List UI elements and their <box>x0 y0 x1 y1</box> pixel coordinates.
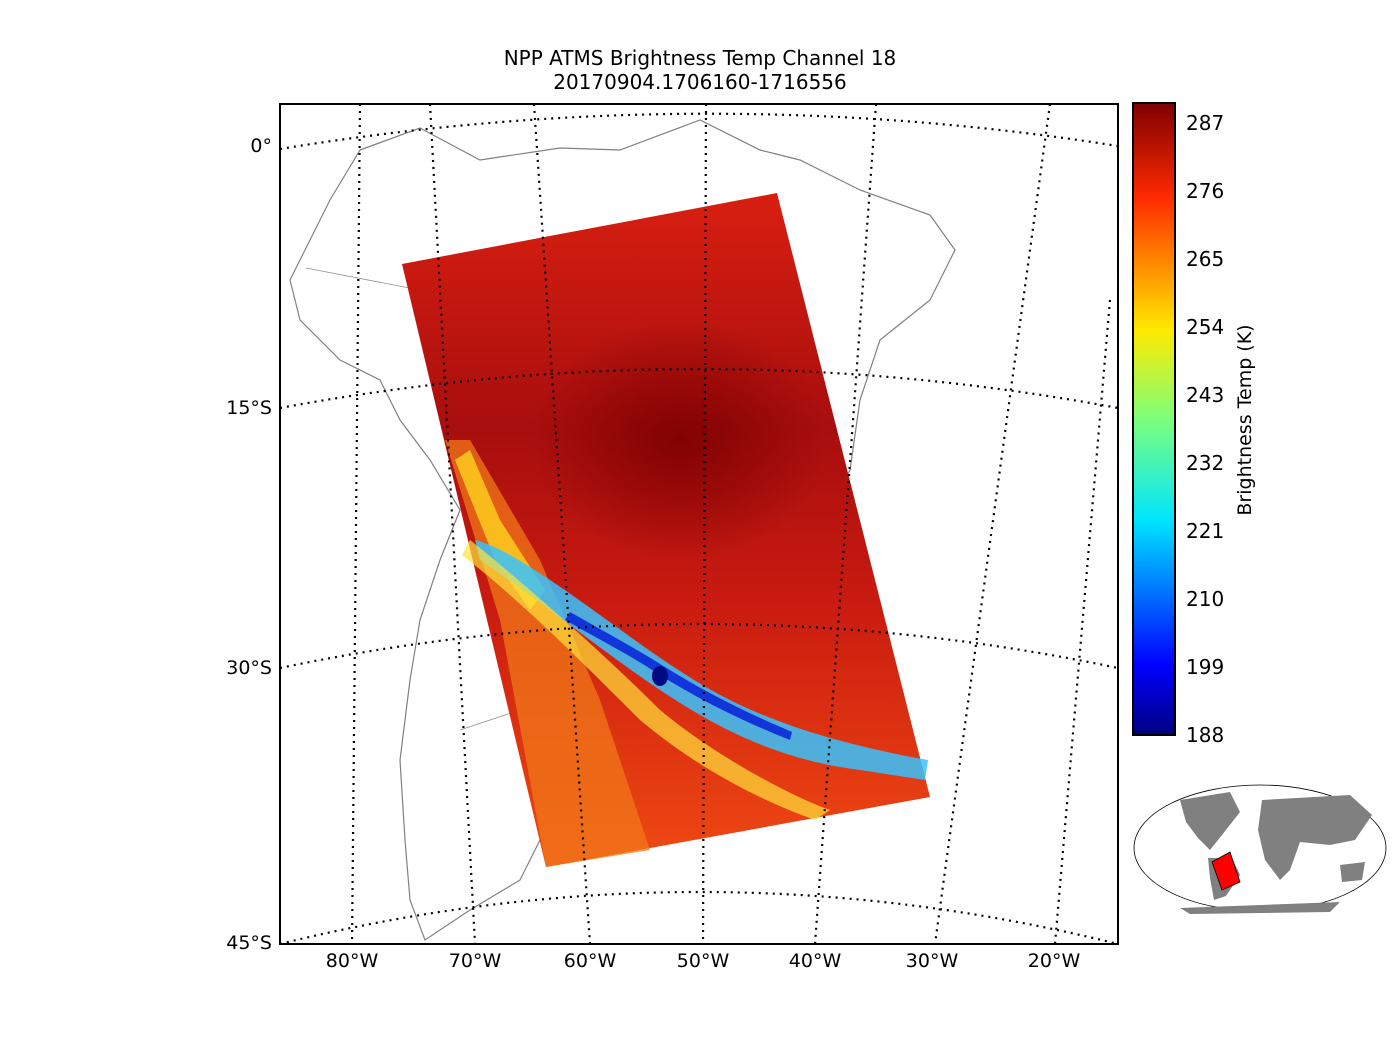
colorbar-tick: 276 <box>1186 179 1225 203</box>
inset-swath-highlight <box>1211 851 1241 891</box>
lat-label-30s: 30°S <box>226 657 272 679</box>
cold-front-core <box>565 612 792 740</box>
lon-label-30w: 30°W <box>905 950 959 972</box>
inset-antarctica <box>1180 902 1340 914</box>
graticule <box>280 104 1118 944</box>
colorbar-tick: 254 <box>1186 315 1225 339</box>
meridian-70w <box>428 104 477 944</box>
parallel-45s <box>280 890 1118 944</box>
cold-front-band <box>475 540 928 780</box>
meridian-30w <box>933 104 1052 944</box>
meridian-50w <box>701 104 708 944</box>
lon-label-50w: 50°W <box>676 950 730 972</box>
lon-label-60w: 60°W <box>563 950 617 972</box>
map-frame <box>279 103 1119 945</box>
colorbar-tick: 232 <box>1186 451 1225 475</box>
lat-label-0: 0° <box>250 135 272 157</box>
meridian-80w <box>350 104 362 944</box>
colorbar-label: Brightness Temp (K) <box>1234 324 1256 516</box>
lat-label-45s: 45°S <box>226 932 272 954</box>
colorbar-tick: 188 <box>1186 723 1225 747</box>
meridian-40w <box>813 104 878 944</box>
meridian-20w <box>1053 299 1112 944</box>
parallel-15s <box>280 367 1118 410</box>
colorbar-gradient <box>1132 102 1176 736</box>
title-line-1: NPP ATMS Brightness Temp Channel 18 <box>503 46 897 70</box>
lon-label-40w: 40°W <box>788 950 842 972</box>
colorbar-tick: 199 <box>1186 655 1225 679</box>
coldest-spot <box>652 666 668 686</box>
inset-africa-eurasia <box>1258 795 1372 880</box>
lon-label-70w: 70°W <box>448 950 502 972</box>
swath-hot-core <box>530 320 830 560</box>
inset-australia <box>1340 862 1365 882</box>
title-line-2: 20170904.1706160-1716556 <box>553 70 847 94</box>
parallel-30s <box>280 622 1118 670</box>
lat-label-15s: 15°S <box>226 397 272 419</box>
colorbar-tick: 243 <box>1186 383 1225 407</box>
colorbar-tick: 265 <box>1186 247 1225 271</box>
map-title: NPP ATMS Brightness Temp Channel 18 2017… <box>280 46 1120 94</box>
colorbar-tick: 221 <box>1186 519 1225 543</box>
colorbar-tick: 287 <box>1186 111 1225 135</box>
lon-label-80w: 80°W <box>325 950 379 972</box>
meridian-60w <box>532 104 592 944</box>
cold-front-yellow-fringe <box>462 540 830 820</box>
lon-label-20w: 20°W <box>1027 950 1081 972</box>
map-content <box>280 104 1118 944</box>
inset-world-map <box>1133 784 1387 914</box>
colorbar-tick: 210 <box>1186 587 1225 611</box>
parallel-0 <box>280 112 1118 151</box>
